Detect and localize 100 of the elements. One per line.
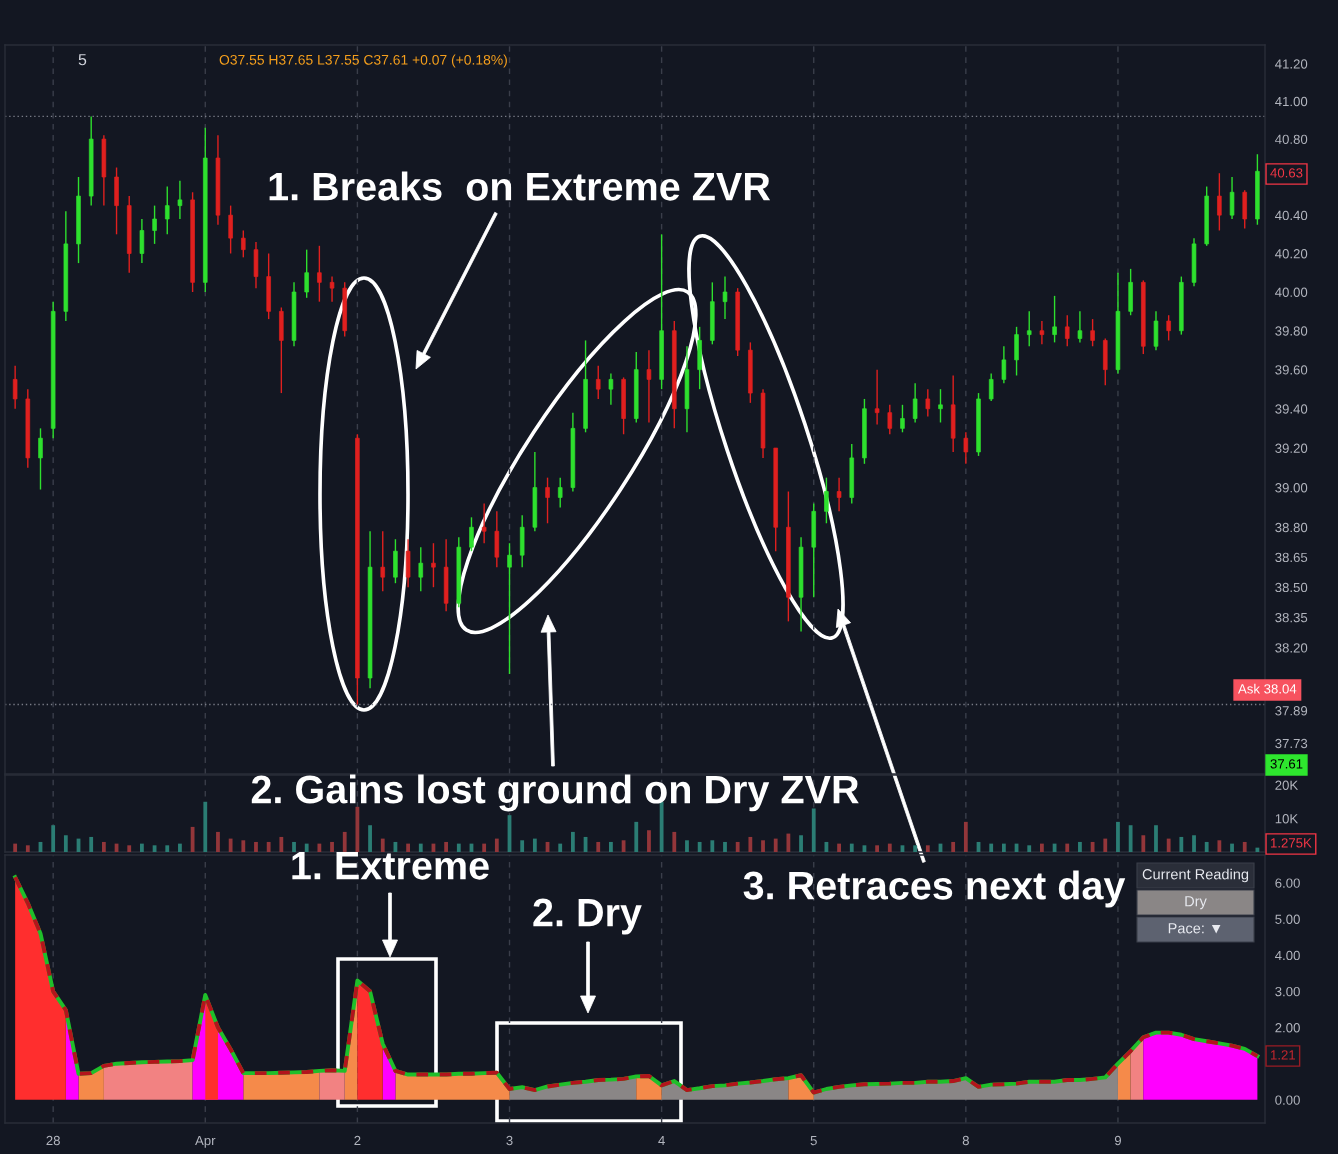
bar [380,838,385,852]
bar [1116,821,1120,852]
annotation: 1. Extreme [292,852,489,880]
y-tick-label: 39.60 [1275,365,1308,375]
x-tick-label: 9 [1114,1135,1121,1146]
bar [482,843,487,852]
bar [51,825,56,852]
bar [672,831,677,852]
bar [1027,845,1032,852]
y-tick-label: 10K [1275,814,1299,824]
bar [89,836,94,852]
candlestick [304,248,309,299]
y-tick-label: 39.00 [1275,483,1308,493]
bar [63,835,68,852]
bar [178,843,182,852]
candlestick [1090,318,1095,347]
x-tick-label: 8 [962,1135,969,1146]
text: 40.63 [1270,168,1303,178]
bar [520,840,525,852]
candlestick [1229,176,1235,220]
bar [634,821,639,852]
bar [786,833,791,852]
y-tick-label: 40.00 [1275,287,1308,297]
annotation: Current Reading [1142,868,1249,883]
bar [1166,838,1171,852]
y-tick-label: 37.89 [1275,706,1308,716]
y-tick-label: 6.00 [1275,878,1300,888]
y-tick-label: 37.73 [1275,738,1308,749]
candlestick [38,427,43,491]
bar [647,830,651,852]
candlestick [1065,314,1070,347]
bar [887,843,892,852]
annotation: 2. Gains lost ground on Dry ZVR [251,774,859,812]
bar [494,838,499,852]
bar [748,836,753,852]
bar [558,843,563,852]
bar [837,843,841,852]
bar [1217,840,1222,852]
y-tick-label: 38.20 [1275,643,1308,653]
text: 1.275K [1271,838,1312,848]
bar [418,843,423,852]
candlestick [241,229,246,259]
annotation: Dry [1185,896,1207,910]
bar [292,841,296,852]
candlestick [329,275,335,303]
bar [913,845,918,852]
x-tick-label: 2 [354,1135,361,1146]
bar [1179,836,1184,852]
bar [456,843,461,852]
candlestick [380,530,385,592]
bar [761,840,765,852]
bar [241,840,246,852]
candlestick [988,372,994,402]
bar [811,808,816,852]
bar [140,843,144,852]
candlestick [1077,310,1083,344]
chart-title: 5 [78,54,87,66]
candlestick [963,431,969,465]
bar [570,831,575,852]
bar [1255,847,1260,852]
bar [799,835,803,852]
bar [1192,835,1196,852]
bar [25,845,30,852]
y-tick-label: 39.20 [1275,443,1308,453]
y-tick-label: 0.00 [1275,1095,1300,1105]
y-tick-label: 41.20 [1275,59,1308,69]
bar [685,840,689,852]
bar [849,843,854,852]
annotation: 2. Dry [533,898,642,935]
bar [1078,841,1082,852]
bar [1230,843,1234,852]
candlestick [1217,172,1222,232]
bar [165,845,170,852]
candlestick [608,372,614,406]
candlestick [874,368,880,426]
bar [1001,843,1006,852]
bar [773,838,778,852]
bar [127,845,132,852]
candlestick [481,502,487,544]
candlestick [1166,314,1171,342]
x-tick-label: 5 [810,1135,817,1146]
bar [1154,825,1158,852]
candlestick [1039,320,1045,346]
candlestick [507,542,512,675]
candlestick [418,546,424,592]
bar [1141,835,1146,852]
candlestick [228,204,233,255]
candlestick [646,349,652,424]
candlestick [887,404,893,435]
annotation: Pace: ▼ [1168,923,1221,934]
bar [190,826,195,852]
bar [101,841,106,852]
y-tick-label: 38.80 [1275,522,1308,533]
bar [1065,843,1070,852]
candlestick [165,185,170,235]
y-tick-label: 4.00 [1275,950,1300,961]
annotation: Ask 38.04 [1238,683,1297,694]
bar [266,841,271,852]
bar [228,838,233,852]
candlestick [431,542,436,588]
